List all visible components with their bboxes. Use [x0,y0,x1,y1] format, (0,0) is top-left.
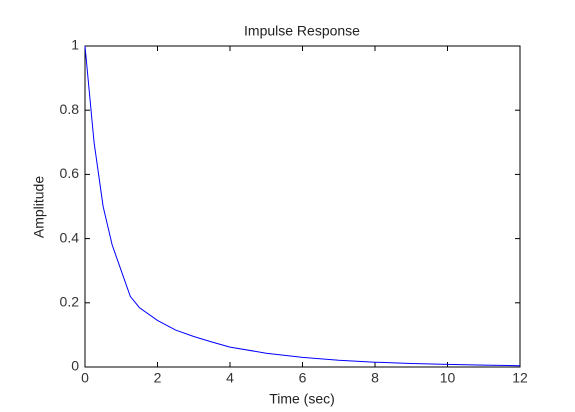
x-tick-label: 4 [226,370,234,386]
line-series [84,45,521,367]
x-tick-label: 12 [512,370,528,386]
x-tick-label: 6 [299,370,307,386]
y-tick-label: 0 [71,358,79,374]
x-tick-label: 2 [154,370,162,386]
y-tick-label: 0.4 [60,229,80,245]
y-tick-label: 0.8 [60,101,80,117]
y-tick-label: 0.2 [60,294,80,310]
chart-title: Impulse Response [244,23,360,39]
y-axis-label: Amplitude [31,176,47,238]
x-axis-label: Time (sec) [269,391,335,407]
x-tick-label: 8 [371,370,379,386]
x-tick-label: 10 [440,370,456,386]
x-tick-label: 0 [81,370,89,386]
y-tick-label: 1 [71,37,79,53]
y-tick-label: 0.6 [60,165,80,181]
